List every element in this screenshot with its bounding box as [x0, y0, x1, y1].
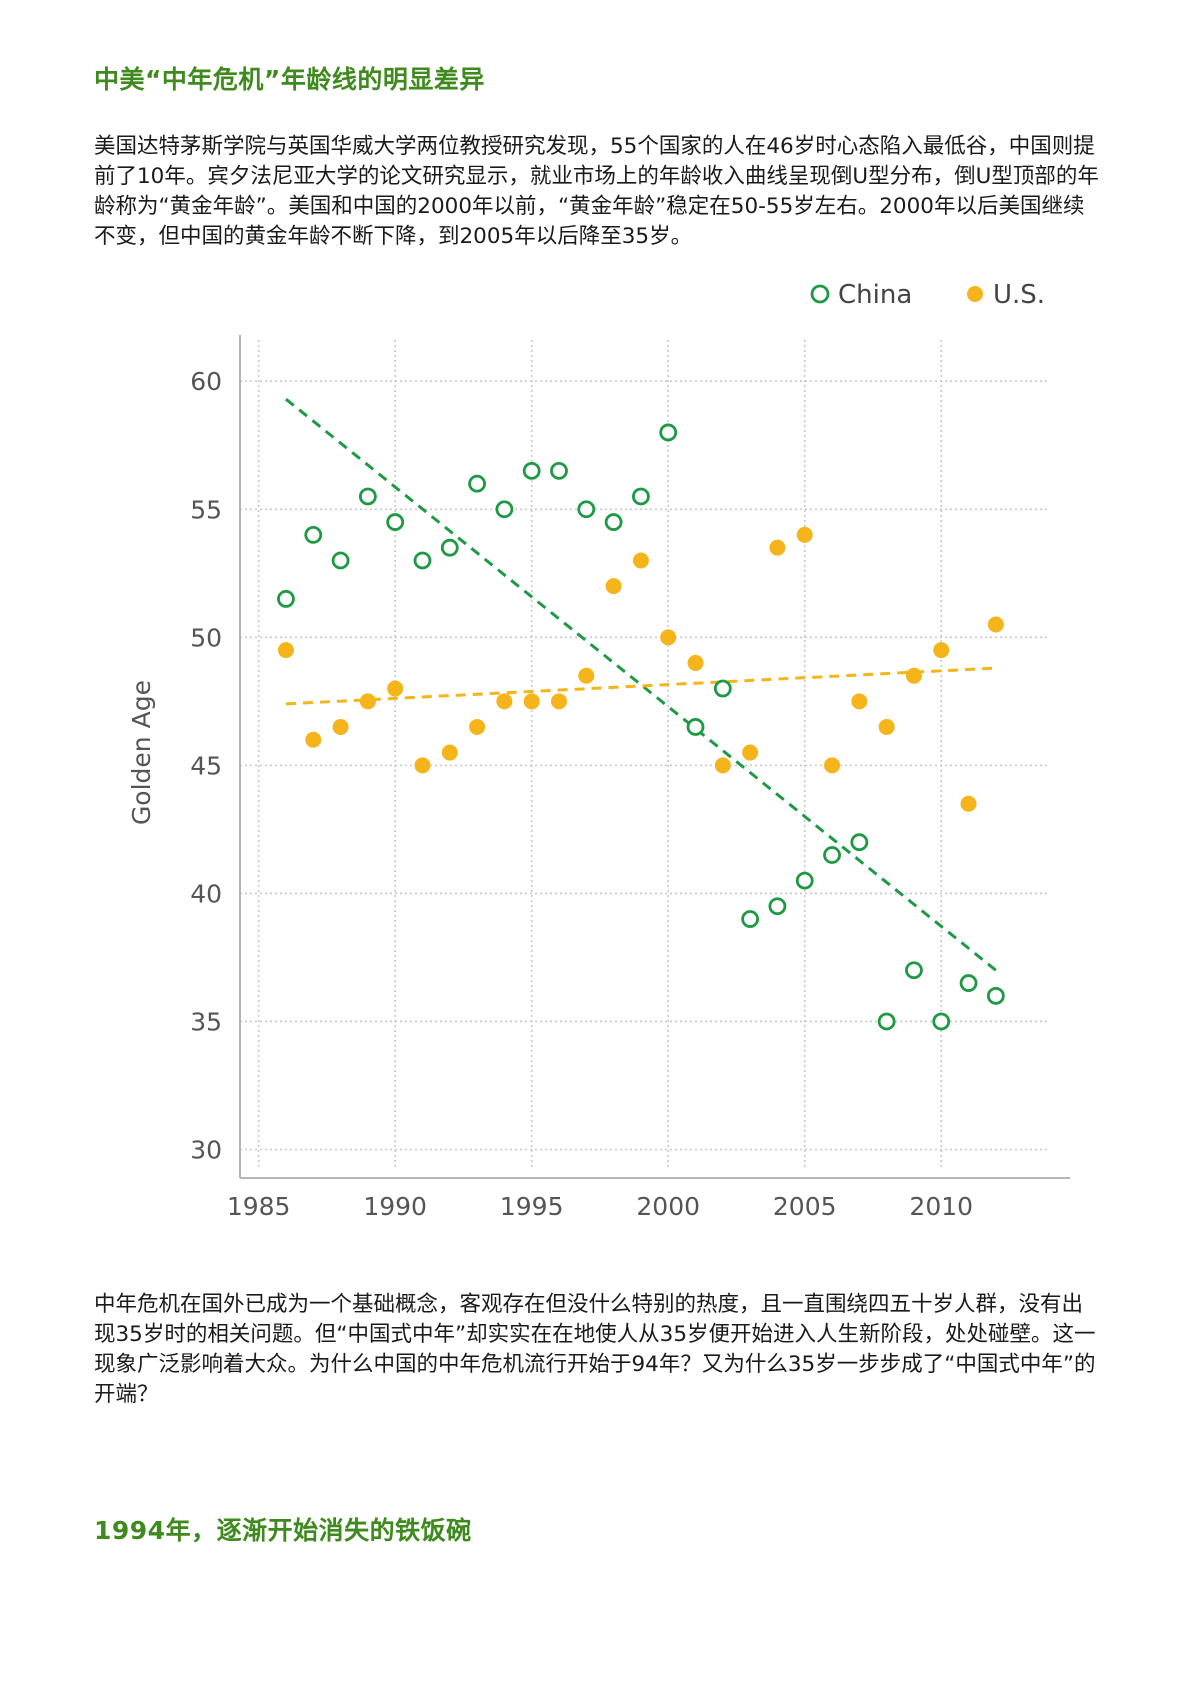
x-tick-label: 1995 [500, 1192, 564, 1221]
us-data-point [277, 642, 294, 659]
china-data-point [386, 513, 405, 531]
us-data-point [469, 718, 486, 735]
y-axis-label: Golden Age [127, 680, 156, 825]
us-data-point [796, 526, 813, 543]
us-data-point [769, 539, 786, 556]
china-data-point [686, 718, 705, 736]
us-data-point [578, 667, 595, 684]
china-data-point [823, 846, 841, 864]
china-data-point [659, 423, 678, 442]
y-tick-label: 50 [190, 623, 222, 652]
china-legend-label: China [838, 280, 912, 310]
y-tick-label: 45 [190, 751, 222, 780]
china-data-point [741, 910, 760, 928]
us-legend-marker [967, 286, 983, 302]
china-data-point [713, 679, 732, 698]
golden-age-chart: 30 35 40 45 50 55 60 1985 1990 1995 2000 2005 2010 Go… [0, 280, 1189, 1260]
us-data-point [305, 731, 322, 748]
us-data-point [605, 578, 622, 595]
us-data-point [878, 718, 895, 735]
us-legend-label: U.S. [993, 280, 1045, 310]
china-data-point [358, 487, 377, 506]
china-data-point [795, 871, 814, 890]
china-data-point [932, 1012, 951, 1031]
y-tick-label: 60 [190, 367, 222, 396]
china-legend-marker [810, 284, 830, 304]
us-data-point [987, 616, 1004, 633]
china-data-point [986, 986, 1005, 1005]
china-data-point [877, 1012, 896, 1031]
us-data-point [687, 654, 704, 671]
china-data-point [331, 551, 350, 570]
data-point-layer [277, 423, 1005, 1031]
china-data-point [550, 461, 568, 480]
us-data-point [905, 667, 922, 684]
y-tick-label: 40 [190, 879, 222, 908]
china-data-point [522, 461, 541, 480]
us-data-point [714, 757, 731, 774]
us-data-point [496, 693, 513, 710]
china-data-point [959, 974, 978, 992]
china-data-point [850, 833, 869, 852]
china-data-point [604, 513, 623, 531]
y-tick-label: 55 [190, 495, 222, 524]
grid-layer [240, 340, 1050, 1170]
us-data-point [523, 693, 540, 710]
y-tick-label: 35 [190, 1007, 222, 1036]
x-tick-label: 1985 [227, 1192, 291, 1221]
x-tick-label: 2005 [773, 1192, 837, 1221]
us-data-point [824, 757, 841, 774]
china-data-point [905, 961, 923, 980]
china-data-point [413, 551, 432, 570]
us-data-point [660, 629, 677, 646]
china-data-point [468, 474, 486, 493]
section-heading-iron-rice-bowl: 1994年，逐渐开始消失的铁饭碗 [94, 1516, 472, 1545]
us-data-point [851, 693, 868, 710]
us-data-point [359, 693, 376, 710]
us-data-point [332, 718, 349, 735]
axis-layer: 30 35 40 45 50 55 60 1985 1990 1995 2000 2005 2010 Go… [127, 335, 1070, 1221]
china-data-point [577, 500, 596, 519]
china-data-point [632, 487, 650, 506]
us-data-point [441, 744, 458, 761]
china-data-point [495, 500, 514, 519]
china-data-point [768, 897, 787, 916]
discussion-paragraph: 中年危机在国外已成为一个基础概念，客观存在但没什么特别的热度，且一直围绕四五十岁… [94, 1292, 1096, 1407]
x-tick-label: 2010 [909, 1192, 973, 1221]
x-tick-label: 2000 [636, 1192, 700, 1221]
section-heading-midlife-gap: 中美“中年危机”年龄线的明显差异 [94, 65, 485, 94]
us-data-point [632, 552, 649, 569]
china-data-point [440, 538, 459, 557]
us-data-point [933, 642, 950, 659]
intro-paragraph: 美国达特茅斯学院与英国华威大学两位教授研究发现，55个国家的人在46岁时心态陷入… [94, 134, 1099, 249]
china-data-point [277, 590, 295, 608]
us-data-point [960, 795, 977, 812]
chart-legend: China U.S. [810, 280, 1045, 310]
y-tick-label: 30 [190, 1136, 222, 1165]
golden-age-scatter-svg: 30 35 40 45 50 55 60 1985 1990 1995 2000 2005 2010 Go… [127, 280, 1070, 1221]
china-data-point [304, 525, 323, 544]
us-data-point [550, 693, 567, 710]
us-data-point [414, 757, 431, 774]
us-data-point [387, 680, 404, 697]
x-tick-label: 1990 [363, 1192, 427, 1221]
us-data-point [742, 744, 759, 761]
